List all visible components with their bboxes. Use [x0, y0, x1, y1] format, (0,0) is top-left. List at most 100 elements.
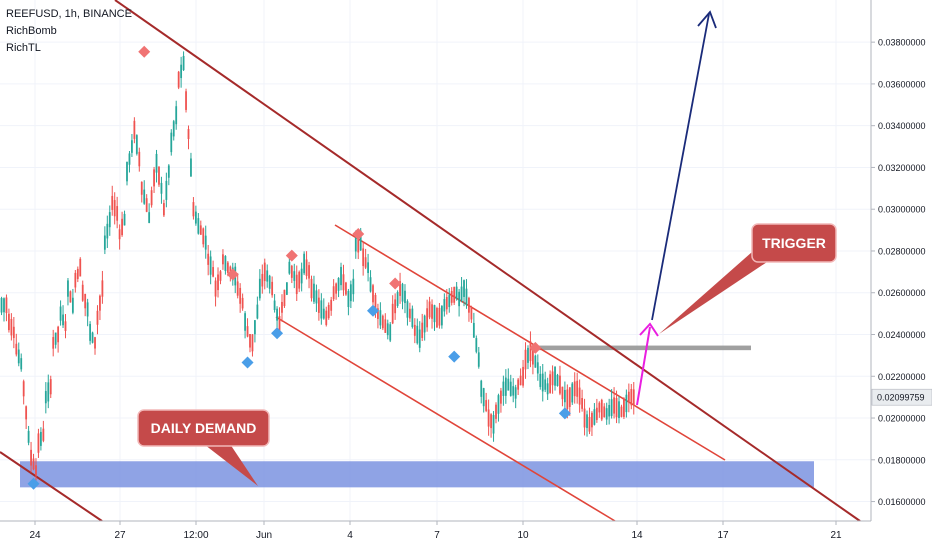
candle-body — [490, 414, 492, 429]
candle-body — [52, 337, 55, 349]
candle-body — [286, 282, 288, 295]
candle-body — [305, 259, 308, 276]
candle-body — [199, 225, 202, 235]
candle-body — [167, 165, 170, 178]
candle-body — [32, 458, 35, 470]
candle-body — [5, 297, 8, 314]
candle-body — [103, 235, 106, 250]
candle-body — [187, 129, 190, 139]
candle-body — [563, 389, 566, 403]
buy-signal-marker — [27, 477, 40, 490]
candle-body — [455, 286, 458, 299]
candle-body — [148, 212, 151, 223]
candle-body — [551, 371, 554, 386]
arrows — [636, 10, 717, 406]
candle-body — [322, 308, 325, 319]
candle-body — [588, 416, 591, 432]
candle-body — [544, 379, 547, 390]
candle-body — [377, 308, 379, 319]
candle-body — [212, 267, 214, 277]
price-tick-label: 0.03400000 — [878, 121, 926, 131]
candle-body — [116, 206, 119, 221]
candle-body — [453, 286, 456, 303]
price-tick-label: 0.03600000 — [878, 79, 926, 89]
candle-body — [177, 71, 180, 88]
candle-body — [586, 414, 588, 428]
candle-body — [298, 271, 301, 289]
candle-body — [431, 304, 433, 319]
candle-body — [197, 218, 200, 234]
candle-body — [81, 284, 84, 301]
candle-body — [357, 232, 360, 253]
candle-body — [436, 308, 438, 328]
candle-body — [610, 399, 613, 416]
channel-lower-line — [275, 316, 616, 522]
candle-body — [131, 140, 133, 153]
candle-body — [409, 308, 411, 319]
candle-body — [591, 412, 593, 428]
candle-body — [517, 379, 520, 390]
trigger-label-box — [751, 223, 837, 263]
candle-body — [440, 306, 443, 326]
grid — [0, 0, 870, 521]
candles — [0, 51, 635, 482]
candle-body — [172, 121, 175, 137]
candle-body — [135, 135, 138, 154]
candle-body — [96, 310, 99, 325]
candle-body — [160, 182, 163, 194]
candle-body — [482, 388, 485, 407]
candle-body — [485, 400, 488, 411]
candle-body — [625, 394, 628, 413]
candle-body — [22, 381, 25, 397]
time-axis-bg — [0, 521, 871, 550]
candle-body — [480, 380, 483, 397]
buy-signal-marker — [558, 407, 571, 420]
candle-body — [448, 295, 451, 308]
candle-body — [35, 465, 37, 476]
candle-body — [401, 283, 404, 302]
candle-body — [175, 106, 178, 125]
candle-body — [495, 404, 497, 419]
candle-body — [241, 297, 244, 309]
candle-body — [246, 326, 249, 337]
price-tick-label: 0.02400000 — [878, 330, 926, 340]
candle-body — [423, 315, 426, 333]
candle-body — [571, 383, 574, 403]
candle-body — [487, 409, 490, 427]
candle-body — [433, 305, 436, 323]
candle-body — [352, 278, 355, 295]
candle-body — [8, 313, 10, 331]
candle-body — [20, 358, 23, 370]
candle-body — [492, 415, 495, 434]
price-axis-bg — [871, 0, 932, 521]
candle-body — [534, 355, 537, 368]
candle-body — [126, 161, 128, 182]
candle-body — [271, 281, 274, 296]
candle-body — [546, 383, 549, 395]
candle-body — [62, 314, 64, 326]
candle-body — [207, 253, 210, 265]
candle-body — [153, 169, 155, 187]
price-tick-label: 0.01800000 — [878, 455, 926, 465]
candle-body — [345, 282, 347, 295]
candle-body — [67, 280, 69, 297]
candle-body — [317, 297, 320, 313]
markers — [27, 45, 571, 490]
daily-demand-label-box — [137, 409, 270, 447]
candle-body — [472, 322, 475, 338]
candle-body — [595, 407, 598, 420]
candle-body — [608, 404, 611, 417]
candle-body — [354, 237, 357, 252]
candle-body — [27, 430, 30, 443]
candle-body — [273, 300, 276, 310]
candle-body — [342, 274, 345, 291]
candle-body — [632, 389, 635, 405]
candle-body — [618, 401, 620, 419]
candle-body — [288, 261, 291, 274]
candle-body — [340, 266, 342, 286]
candle-body — [37, 433, 40, 453]
candle-body — [158, 166, 160, 185]
candle-body — [10, 318, 13, 336]
time-tick-label: 4 — [347, 530, 353, 541]
